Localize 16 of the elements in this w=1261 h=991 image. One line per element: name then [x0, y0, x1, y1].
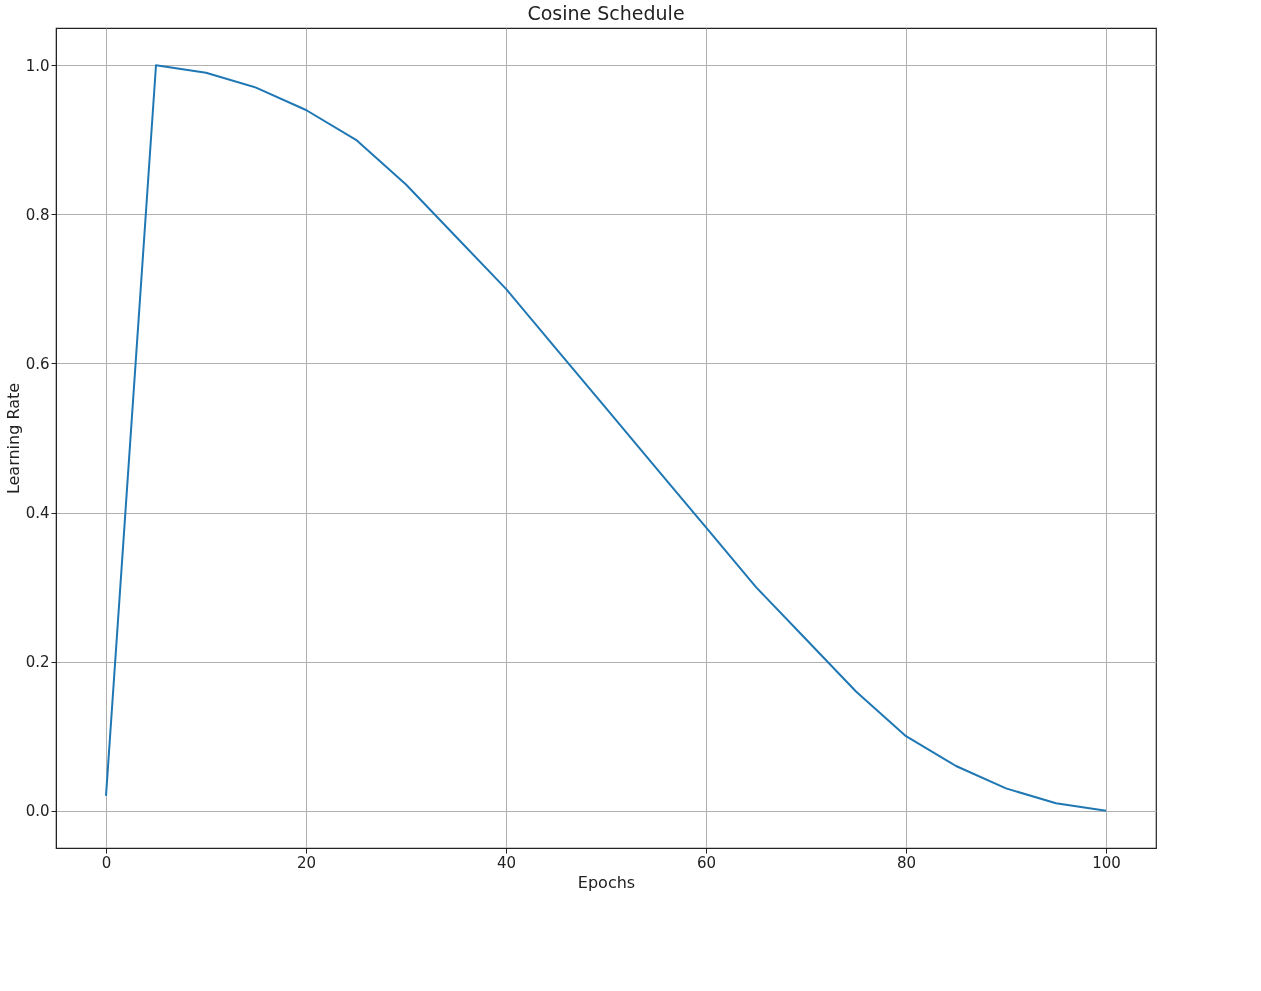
x-tick-label: 80 [896, 853, 917, 872]
y-tick-label: 0.2 [25, 653, 50, 672]
x-tick-label: 20 [296, 853, 317, 872]
y-tick-label: 1.0 [25, 56, 50, 75]
y-tick-label: 0.8 [25, 205, 50, 224]
x-tick-label: 40 [496, 853, 517, 872]
x-axis-title: Epochs [577, 872, 636, 892]
chart-title: Cosine Schedule [527, 2, 685, 24]
y-tick-label: 0.0 [25, 802, 50, 821]
y-tick-label: 0.4 [25, 504, 50, 523]
y-tick-label: 0.6 [25, 354, 50, 373]
line-series [105, 64, 1107, 812]
x-tick-label: 100 [1092, 853, 1121, 872]
y-axis-title: Learning Rate [3, 382, 23, 495]
x-tick-label: 0 [101, 853, 112, 872]
x-tick-label: 60 [696, 853, 717, 872]
